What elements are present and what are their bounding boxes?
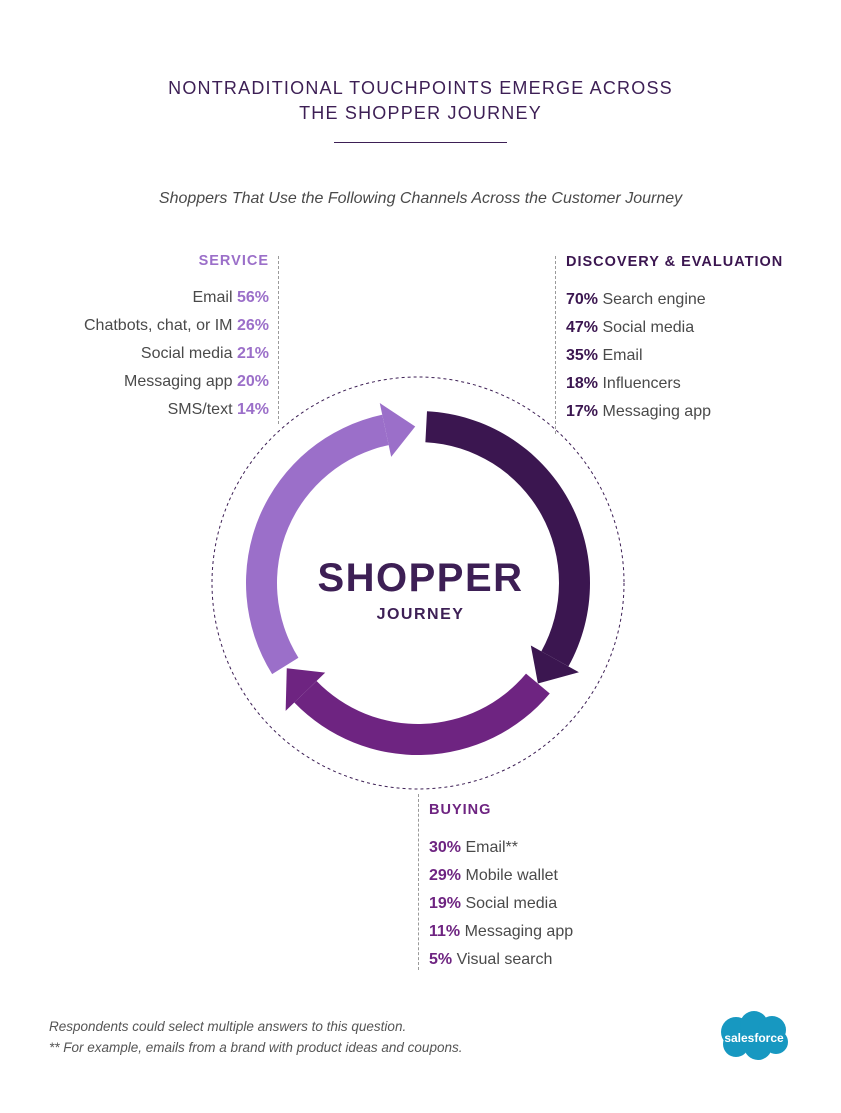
footnote-1: Respondents could select multiple answer… xyxy=(49,1019,407,1034)
buying-arrow-body xyxy=(294,673,550,755)
discovery-list: 70% Search engine 47% Social media 35% E… xyxy=(566,286,711,426)
page-title: NONTRADITIONAL TOUCHPOINTS EMERGE ACROSS… xyxy=(0,76,841,126)
list-item: SMS/text 14% xyxy=(167,401,269,418)
footnote-2: ** For example, emails from a brand with… xyxy=(49,1040,463,1055)
list-item: 11% Messaging app xyxy=(429,923,574,940)
service-arrow-body xyxy=(246,414,389,675)
list-item: 70% Search engine xyxy=(566,291,706,308)
list-item: 47% Social media xyxy=(566,319,695,336)
list-item: 5% Visual search xyxy=(429,951,553,968)
salesforce-logo: salesforce xyxy=(721,1011,788,1060)
list-item: 29% Mobile wallet xyxy=(429,867,558,884)
center-title: SHOPPER xyxy=(317,556,524,600)
service-heading: SERVICE xyxy=(198,253,269,269)
discovery-divider xyxy=(555,256,556,434)
buying-list: 30% Email** 29% Mobile wallet 19% Social… xyxy=(429,834,573,974)
buying-arrow-head xyxy=(285,668,326,711)
title-underline xyxy=(334,142,507,143)
title-line-2: THE SHOPPER JOURNEY xyxy=(299,103,542,123)
service-divider xyxy=(278,256,279,424)
list-item: 17% Messaging app xyxy=(566,403,711,420)
discovery-arrow-head xyxy=(530,645,579,684)
center-subtitle: JOURNEY xyxy=(376,606,465,623)
logo-text: salesforce xyxy=(724,1031,784,1045)
list-item: Chatbots, chat, or IM 26% xyxy=(84,317,269,334)
buying-divider xyxy=(418,794,419,970)
service-list: Email 56% Chatbots, chat, or IM 26% Soci… xyxy=(84,284,269,424)
service-arrow-head xyxy=(379,403,416,457)
list-item: 19% Social media xyxy=(429,895,558,912)
buying-heading: BUYING xyxy=(429,802,492,818)
list-item: 30% Email** xyxy=(429,839,518,856)
footnotes: Respondents could select multiple answer… xyxy=(49,1016,462,1058)
list-item: 35% Email xyxy=(566,347,643,364)
list-item: Messaging app 20% xyxy=(124,373,269,390)
discovery-heading: DISCOVERY & EVALUATION xyxy=(566,254,784,270)
list-item: Social media 21% xyxy=(140,345,269,362)
list-item: Email 56% xyxy=(192,289,270,306)
outer-dashed-circle xyxy=(211,376,625,790)
title-line-1: NONTRADITIONAL TOUCHPOINTS EMERGE ACROSS xyxy=(168,78,673,98)
discovery-arrow-body xyxy=(425,411,590,667)
subtitle: Shoppers That Use the Following Channels… xyxy=(158,190,683,207)
list-item: 18% Influencers xyxy=(566,375,681,392)
